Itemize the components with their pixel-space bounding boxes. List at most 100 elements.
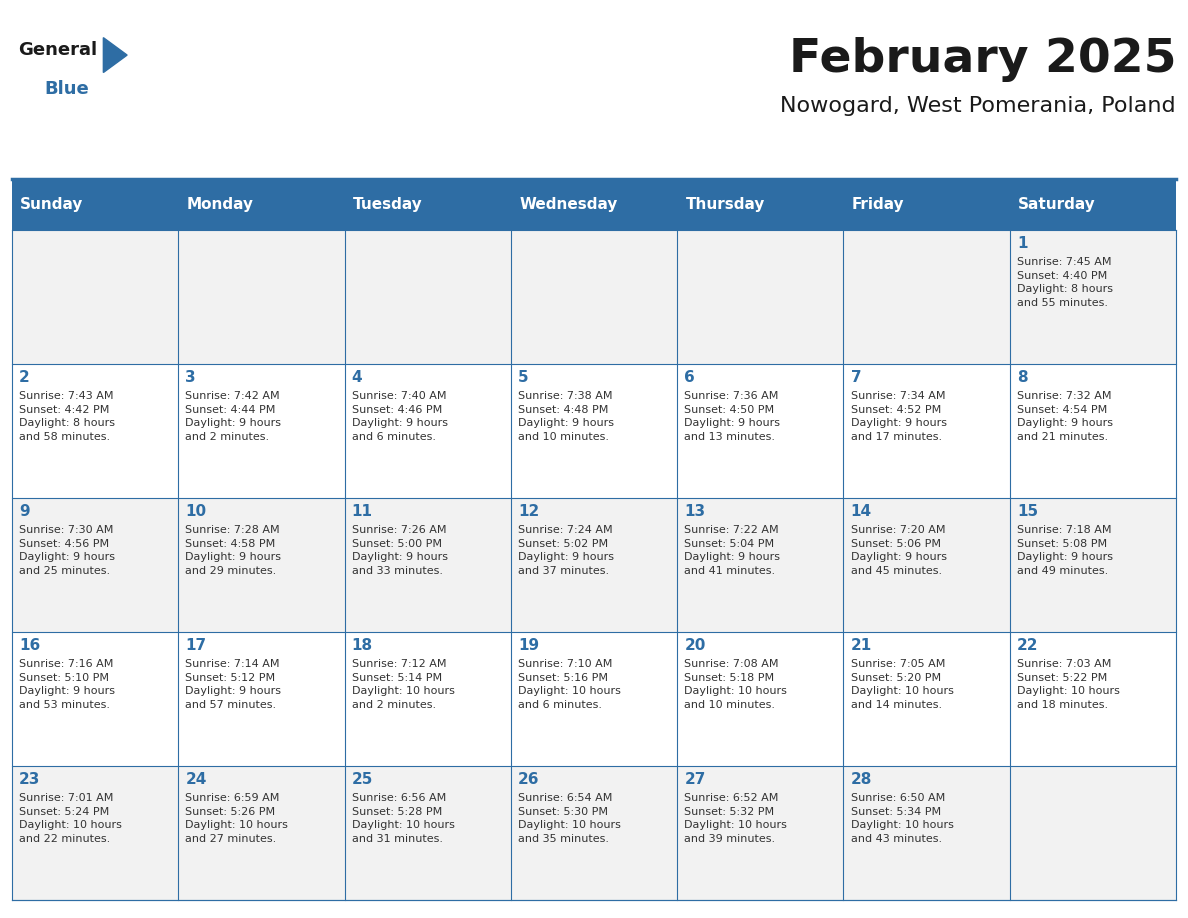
Bar xyxy=(178,632,345,766)
Text: 18: 18 xyxy=(352,638,373,653)
Text: 23: 23 xyxy=(19,772,40,787)
Text: Sunrise: 7:28 AM
Sunset: 4:58 PM
Daylight: 9 hours
and 29 minutes.: Sunrise: 7:28 AM Sunset: 4:58 PM Dayligh… xyxy=(185,525,282,576)
Text: General: General xyxy=(18,41,97,60)
Text: Sunrise: 7:20 AM
Sunset: 5:06 PM
Daylight: 9 hours
and 45 minutes.: Sunrise: 7:20 AM Sunset: 5:06 PM Dayligh… xyxy=(851,525,947,576)
Bar xyxy=(511,364,677,498)
Bar xyxy=(178,230,345,364)
Text: Wednesday: Wednesday xyxy=(519,196,618,212)
Bar xyxy=(511,632,677,766)
Text: Sunrise: 7:30 AM
Sunset: 4:56 PM
Daylight: 9 hours
and 25 minutes.: Sunrise: 7:30 AM Sunset: 4:56 PM Dayligh… xyxy=(19,525,115,576)
Bar xyxy=(843,632,1010,766)
Text: 22: 22 xyxy=(1017,638,1038,653)
Text: Sunrise: 6:59 AM
Sunset: 5:26 PM
Daylight: 10 hours
and 27 minutes.: Sunrise: 6:59 AM Sunset: 5:26 PM Dayligh… xyxy=(185,793,289,844)
Text: 12: 12 xyxy=(518,504,539,519)
Text: Blue: Blue xyxy=(44,80,89,98)
Text: Sunrise: 6:54 AM
Sunset: 5:30 PM
Daylight: 10 hours
and 35 minutes.: Sunrise: 6:54 AM Sunset: 5:30 PM Dayligh… xyxy=(518,793,621,844)
Text: 4: 4 xyxy=(352,370,362,385)
Text: 8: 8 xyxy=(1017,370,1028,385)
Polygon shape xyxy=(103,38,127,73)
Bar xyxy=(843,230,1010,364)
Bar xyxy=(345,364,511,498)
Text: Sunrise: 7:36 AM
Sunset: 4:50 PM
Daylight: 9 hours
and 13 minutes.: Sunrise: 7:36 AM Sunset: 4:50 PM Dayligh… xyxy=(684,391,781,442)
Text: Sunrise: 7:34 AM
Sunset: 4:52 PM
Daylight: 9 hours
and 17 minutes.: Sunrise: 7:34 AM Sunset: 4:52 PM Dayligh… xyxy=(851,391,947,442)
Text: 28: 28 xyxy=(851,772,872,787)
Text: Nowogard, West Pomerania, Poland: Nowogard, West Pomerania, Poland xyxy=(781,96,1176,117)
Text: Sunrise: 7:45 AM
Sunset: 4:40 PM
Daylight: 8 hours
and 55 minutes.: Sunrise: 7:45 AM Sunset: 4:40 PM Dayligh… xyxy=(1017,257,1113,308)
Text: 19: 19 xyxy=(518,638,539,653)
Bar xyxy=(345,632,511,766)
Text: 6: 6 xyxy=(684,370,695,385)
Text: 16: 16 xyxy=(19,638,40,653)
Text: 25: 25 xyxy=(352,772,373,787)
Bar xyxy=(677,766,843,900)
Text: 5: 5 xyxy=(518,370,529,385)
Bar xyxy=(843,364,1010,498)
Bar xyxy=(511,766,677,900)
Text: Friday: Friday xyxy=(852,196,904,212)
Text: 20: 20 xyxy=(684,638,706,653)
Bar xyxy=(178,766,345,900)
Bar xyxy=(178,364,345,498)
Text: 1: 1 xyxy=(1017,236,1028,251)
Bar xyxy=(511,498,677,632)
Bar xyxy=(843,766,1010,900)
Text: 13: 13 xyxy=(684,504,706,519)
Text: Sunrise: 7:22 AM
Sunset: 5:04 PM
Daylight: 9 hours
and 41 minutes.: Sunrise: 7:22 AM Sunset: 5:04 PM Dayligh… xyxy=(684,525,781,576)
Text: Sunrise: 7:18 AM
Sunset: 5:08 PM
Daylight: 9 hours
and 49 minutes.: Sunrise: 7:18 AM Sunset: 5:08 PM Dayligh… xyxy=(1017,525,1113,576)
Bar xyxy=(677,632,843,766)
Text: Sunrise: 6:50 AM
Sunset: 5:34 PM
Daylight: 10 hours
and 43 minutes.: Sunrise: 6:50 AM Sunset: 5:34 PM Dayligh… xyxy=(851,793,954,844)
Bar xyxy=(12,498,178,632)
Text: February 2025: February 2025 xyxy=(789,37,1176,82)
Bar xyxy=(12,179,1176,230)
Text: 7: 7 xyxy=(851,370,861,385)
Text: Sunrise: 7:01 AM
Sunset: 5:24 PM
Daylight: 10 hours
and 22 minutes.: Sunrise: 7:01 AM Sunset: 5:24 PM Dayligh… xyxy=(19,793,122,844)
Bar xyxy=(12,766,178,900)
Bar xyxy=(1010,364,1176,498)
Bar xyxy=(1010,766,1176,900)
Text: 21: 21 xyxy=(851,638,872,653)
Text: Sunrise: 7:43 AM
Sunset: 4:42 PM
Daylight: 8 hours
and 58 minutes.: Sunrise: 7:43 AM Sunset: 4:42 PM Dayligh… xyxy=(19,391,115,442)
Text: 27: 27 xyxy=(684,772,706,787)
Bar xyxy=(677,498,843,632)
Bar xyxy=(677,364,843,498)
Text: 11: 11 xyxy=(352,504,373,519)
Bar xyxy=(345,230,511,364)
Text: Sunrise: 7:32 AM
Sunset: 4:54 PM
Daylight: 9 hours
and 21 minutes.: Sunrise: 7:32 AM Sunset: 4:54 PM Dayligh… xyxy=(1017,391,1113,442)
Text: Sunrise: 7:03 AM
Sunset: 5:22 PM
Daylight: 10 hours
and 18 minutes.: Sunrise: 7:03 AM Sunset: 5:22 PM Dayligh… xyxy=(1017,659,1120,710)
Bar xyxy=(12,364,178,498)
Bar xyxy=(843,498,1010,632)
Bar xyxy=(12,230,178,364)
Bar xyxy=(1010,230,1176,364)
Text: 2: 2 xyxy=(19,370,30,385)
Text: 26: 26 xyxy=(518,772,539,787)
Text: 15: 15 xyxy=(1017,504,1038,519)
Bar xyxy=(12,632,178,766)
Text: Saturday: Saturday xyxy=(1018,196,1095,212)
Text: Thursday: Thursday xyxy=(685,196,765,212)
Text: Sunrise: 6:52 AM
Sunset: 5:32 PM
Daylight: 10 hours
and 39 minutes.: Sunrise: 6:52 AM Sunset: 5:32 PM Dayligh… xyxy=(684,793,788,844)
Text: Monday: Monday xyxy=(187,196,253,212)
Text: Sunrise: 7:26 AM
Sunset: 5:00 PM
Daylight: 9 hours
and 33 minutes.: Sunrise: 7:26 AM Sunset: 5:00 PM Dayligh… xyxy=(352,525,448,576)
Text: Sunrise: 7:24 AM
Sunset: 5:02 PM
Daylight: 9 hours
and 37 minutes.: Sunrise: 7:24 AM Sunset: 5:02 PM Dayligh… xyxy=(518,525,614,576)
Text: 14: 14 xyxy=(851,504,872,519)
Text: Sunrise: 7:08 AM
Sunset: 5:18 PM
Daylight: 10 hours
and 10 minutes.: Sunrise: 7:08 AM Sunset: 5:18 PM Dayligh… xyxy=(684,659,788,710)
Text: Tuesday: Tuesday xyxy=(353,196,423,212)
Text: Sunrise: 7:16 AM
Sunset: 5:10 PM
Daylight: 9 hours
and 53 minutes.: Sunrise: 7:16 AM Sunset: 5:10 PM Dayligh… xyxy=(19,659,115,710)
Bar xyxy=(345,766,511,900)
Bar xyxy=(1010,632,1176,766)
Bar xyxy=(1010,498,1176,632)
Text: Sunrise: 7:05 AM
Sunset: 5:20 PM
Daylight: 10 hours
and 14 minutes.: Sunrise: 7:05 AM Sunset: 5:20 PM Dayligh… xyxy=(851,659,954,710)
Text: Sunrise: 7:40 AM
Sunset: 4:46 PM
Daylight: 9 hours
and 6 minutes.: Sunrise: 7:40 AM Sunset: 4:46 PM Dayligh… xyxy=(352,391,448,442)
Text: 9: 9 xyxy=(19,504,30,519)
Bar xyxy=(677,230,843,364)
Text: Sunrise: 7:12 AM
Sunset: 5:14 PM
Daylight: 10 hours
and 2 minutes.: Sunrise: 7:12 AM Sunset: 5:14 PM Dayligh… xyxy=(352,659,455,710)
Bar xyxy=(345,498,511,632)
Text: Sunrise: 7:38 AM
Sunset: 4:48 PM
Daylight: 9 hours
and 10 minutes.: Sunrise: 7:38 AM Sunset: 4:48 PM Dayligh… xyxy=(518,391,614,442)
Text: 10: 10 xyxy=(185,504,207,519)
Text: Sunrise: 7:10 AM
Sunset: 5:16 PM
Daylight: 10 hours
and 6 minutes.: Sunrise: 7:10 AM Sunset: 5:16 PM Dayligh… xyxy=(518,659,621,710)
Text: Sunrise: 7:14 AM
Sunset: 5:12 PM
Daylight: 9 hours
and 57 minutes.: Sunrise: 7:14 AM Sunset: 5:12 PM Dayligh… xyxy=(185,659,282,710)
Text: Sunday: Sunday xyxy=(20,196,83,212)
Text: Sunrise: 6:56 AM
Sunset: 5:28 PM
Daylight: 10 hours
and 31 minutes.: Sunrise: 6:56 AM Sunset: 5:28 PM Dayligh… xyxy=(352,793,455,844)
Text: 17: 17 xyxy=(185,638,207,653)
Text: 24: 24 xyxy=(185,772,207,787)
